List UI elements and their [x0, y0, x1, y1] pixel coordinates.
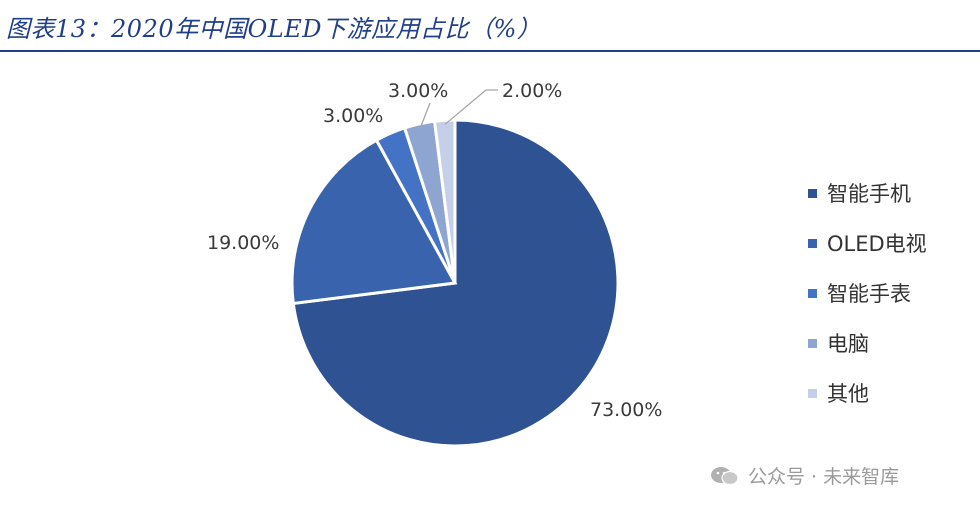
legend-swatch: [808, 238, 817, 248]
wechat-icon: [711, 466, 739, 485]
pie-chart: 73.00% 19.00% 3.00%3.00% 2.00%: [207, 80, 662, 448]
legend-label: 智能手机: [827, 182, 911, 206]
legend-item-smartwatch: 智能手表: [808, 268, 927, 318]
legend-item-other: 其他: [808, 368, 927, 418]
legend-label: 电脑: [827, 332, 869, 356]
leader-line: [444, 89, 498, 125]
legend-item-oled-tv: OLED电视: [808, 218, 927, 268]
legend: 智能手机 OLED电视 智能手表 电脑 其他: [808, 168, 927, 418]
page-title: 图表13：2020年中国OLED下游应用占比（%）: [6, 15, 542, 43]
data-label: 19.00%: [207, 232, 279, 254]
legend-item-smartphone: 智能手机: [808, 168, 927, 218]
legend-item-computer: 电脑: [808, 318, 927, 368]
leader-line: [419, 102, 431, 129]
data-label: 73.00%: [590, 399, 662, 421]
data-label: 2.00%: [502, 80, 562, 102]
data-label: 3.00%: [388, 80, 448, 102]
legend-swatch: [808, 388, 817, 398]
watermark: 公众号 · 未来智库: [710, 462, 899, 489]
slice-oled-tv: [290, 138, 458, 306]
legend-swatch: [808, 288, 817, 298]
legend-label: OLED电视: [827, 232, 927, 256]
data-label: 3.00%: [323, 105, 383, 127]
slice-other: [432, 118, 457, 284]
legend-swatch: [808, 338, 817, 348]
legend-label: 其他: [827, 382, 869, 406]
legend-label: 智能手表: [827, 282, 911, 306]
watermark-text: 公众号 · 未来智库: [748, 466, 900, 488]
header: 图表13：2020年中国OLED下游应用占比（%）: [0, 0, 980, 52]
legend-swatch: [808, 188, 817, 198]
